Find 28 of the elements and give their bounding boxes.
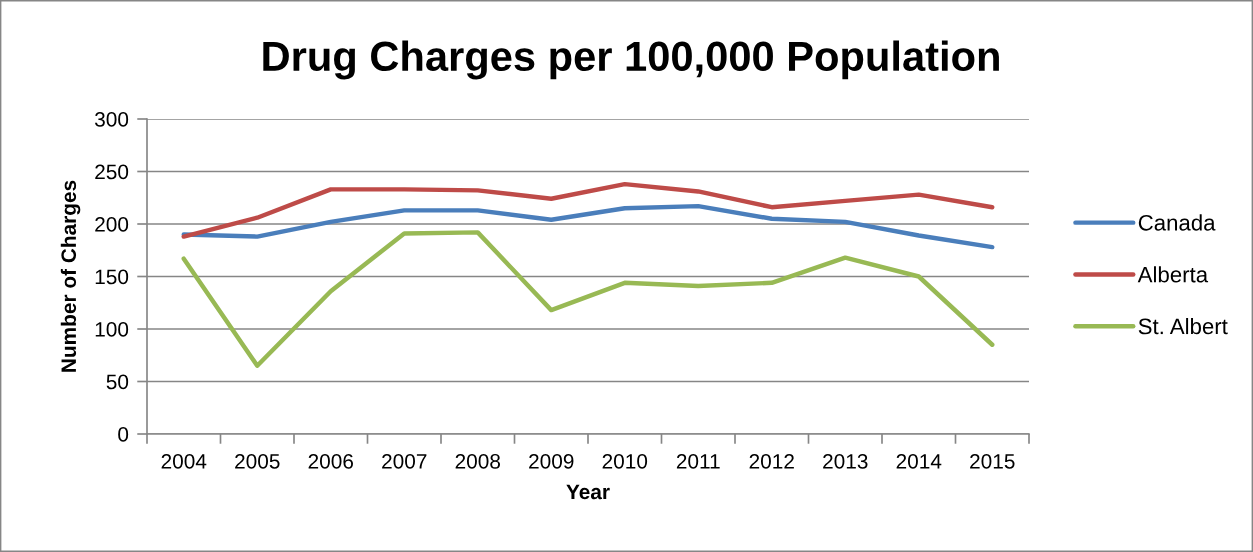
x-tick-label: 2011	[676, 453, 720, 469]
y-tick-label: 50	[106, 374, 129, 390]
x-tick-label: 2015	[970, 453, 1015, 469]
x-tick-label: 2009	[529, 453, 574, 469]
x-tick-label: 2012	[749, 453, 794, 469]
legend-label: St. Albert	[1138, 317, 1228, 335]
line-series	[181, 230, 995, 368]
legend-label: Alberta	[1137, 266, 1209, 283]
y-tick-label: 150	[95, 269, 129, 285]
y-tick-label: 100	[95, 322, 129, 337]
x-tick-label: 2010	[602, 453, 648, 469]
x-axis-title: Year	[566, 484, 610, 500]
legend-label: Canada	[1138, 214, 1216, 231]
line-series	[181, 203, 995, 250]
x-tick-label: 2007	[382, 453, 427, 469]
y-tick-label: 200	[95, 217, 129, 232]
y-tick-label: 0	[118, 427, 129, 442]
x-tick-label: 2008	[455, 453, 501, 469]
x-tick-label: 2014	[896, 453, 942, 469]
y-tick-label: 300	[94, 112, 129, 127]
x-tick-label: 2004	[161, 453, 207, 469]
x-tick-label: 2005	[235, 453, 280, 469]
chart-title: Drug Charges per 100,000 Population	[263, 40, 999, 80]
x-tick-label: 2006	[308, 453, 354, 469]
line-series	[181, 181, 995, 239]
y-tick-label: 250	[95, 164, 129, 180]
y-axis-title: Number of Charges	[60, 180, 81, 372]
x-tick-label: 2013	[823, 453, 868, 469]
